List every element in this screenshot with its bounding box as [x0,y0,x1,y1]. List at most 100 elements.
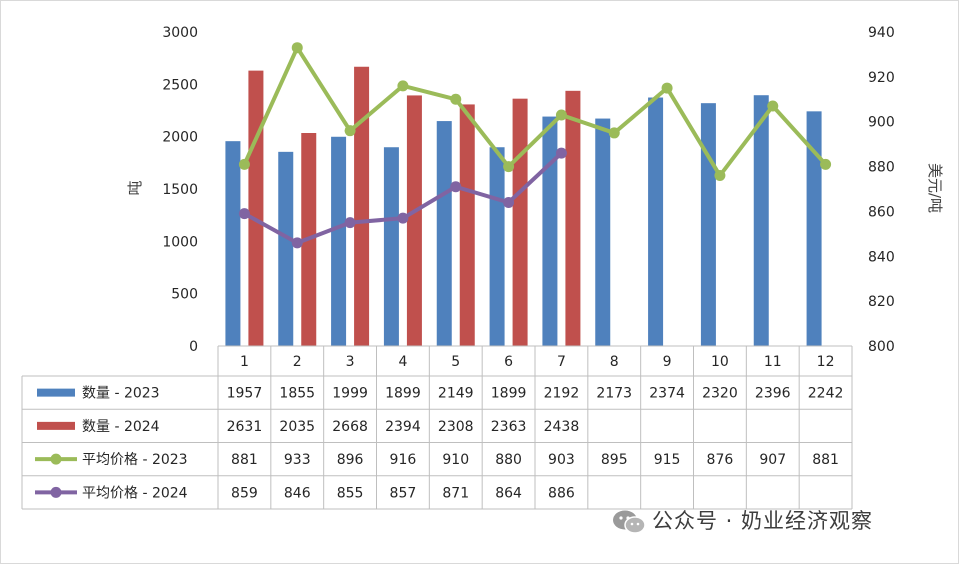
x-tick-label: 7 [557,354,566,370]
data-label: 2668 [332,419,368,435]
x-tick-label: 9 [663,354,672,370]
line-point [555,147,567,159]
data-label: 857 [390,485,417,501]
y2-tick-label: 880 [868,160,895,176]
y2-tick-label: 840 [868,249,895,265]
line-point [503,196,515,208]
bar [565,90,581,347]
bar [436,121,452,346]
line-point [344,217,356,229]
x-tick-label: 6 [504,354,513,370]
data-label: 880 [495,452,522,468]
legend-marker [50,486,62,498]
data-label: 2192 [544,386,580,402]
x-tick-label: 8 [610,354,619,370]
legend-marker [50,453,62,465]
line-point [450,181,462,193]
y-tick-label: 1000 [162,234,198,250]
legend-label: 数量 - 2023 [82,386,160,402]
legend-label: 数量 - 2024 [82,419,160,435]
data-label: 915 [654,452,681,468]
line-point [661,82,673,94]
y2-tick-label: 820 [868,294,895,310]
data-label: 2149 [438,386,474,402]
data-label: 2173 [596,386,632,402]
bar [700,103,716,346]
data-label: 2438 [544,419,580,435]
y-tick-label: 0 [189,339,198,355]
y2-tick-label: 860 [868,204,895,220]
data-label: 859 [231,485,258,501]
data-label: 903 [548,452,575,468]
bar [225,141,241,346]
line-point [291,237,303,249]
data-label: 907 [759,452,786,468]
data-label: 886 [548,485,575,501]
watermark: 公众号 · 奶业经济观察 [612,505,873,535]
line-point [767,100,779,112]
line-point [608,127,620,139]
data-label: 2320 [702,386,738,402]
bar [648,97,664,346]
bar [542,116,558,346]
y2-tick-label: 900 [868,115,895,131]
data-label: 876 [707,452,734,468]
legend-label: 平均价格 - 2023 [82,452,188,468]
bar [806,111,822,346]
bar [489,147,505,346]
data-label: 846 [284,485,311,501]
data-label: 855 [337,485,364,501]
data-label: 1999 [332,386,368,402]
x-tick-label: 1 [240,354,249,370]
bar [753,95,769,347]
x-tick-label: 2 [293,354,302,370]
series-line [242,45,828,178]
data-label: 2394 [385,419,421,435]
data-label: 871 [442,485,469,501]
x-tick-label: 3 [346,354,355,370]
data-label: 2242 [808,386,844,402]
line-point [555,109,567,121]
data-label: 895 [601,452,628,468]
bar [406,95,422,346]
y-axis-title-left: 吨 [126,180,144,195]
data-label: 2035 [279,419,315,435]
bar [248,70,264,346]
legend-swatch [37,388,75,397]
line-point [344,125,356,137]
data-label: 1855 [279,386,315,402]
y-axis-title-right: 美元/吨 [926,163,944,213]
line-point [820,158,832,170]
line-point [450,93,462,105]
data-label: 2396 [755,386,791,402]
line-point [238,158,250,170]
y2-axis-label: 美元/吨 [926,163,944,213]
bar [354,66,370,347]
data-label: 896 [337,452,364,468]
x-tick-label: 12 [817,354,835,370]
data-label: 864 [495,485,522,501]
line-point [238,208,250,220]
x-tick-label: 10 [711,354,729,370]
data-label: 881 [231,452,258,468]
y2-tick-label: 800 [868,339,895,355]
bar [331,136,347,346]
data-label: 1899 [385,386,421,402]
y-tick-label: 1500 [162,182,198,198]
data-label: 881 [812,452,839,468]
line-point [503,161,515,173]
bar [383,147,399,346]
y-tick-label: 2000 [162,130,198,146]
line-point [397,80,409,92]
data-label: 916 [390,452,417,468]
data-label: 1899 [491,386,527,402]
watermark-text: 公众号 · 奶业经济观察 [652,509,874,533]
y-tick-label: 2500 [162,77,198,93]
line-point [714,170,726,182]
y-tick-label: 3000 [162,25,198,41]
x-tick-label: 5 [451,354,460,370]
data-label: 2631 [227,419,263,435]
legend-label: 平均价格 - 2024 [82,485,188,501]
data-label: 2308 [438,419,474,435]
